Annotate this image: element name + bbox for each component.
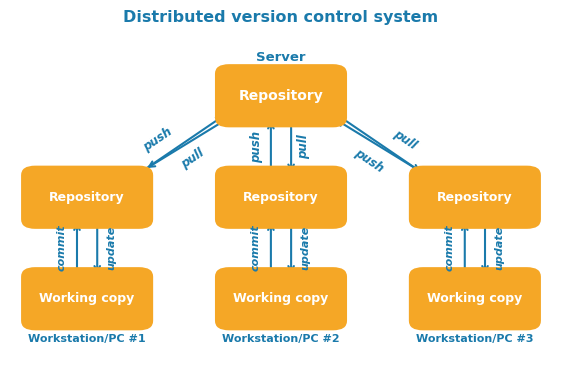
FancyBboxPatch shape — [21, 267, 153, 330]
Text: commit: commit — [445, 224, 455, 272]
FancyBboxPatch shape — [409, 267, 541, 330]
Text: commit: commit — [251, 224, 261, 272]
FancyBboxPatch shape — [215, 267, 347, 330]
FancyBboxPatch shape — [215, 165, 347, 229]
Text: Workstation/PC #2: Workstation/PC #2 — [222, 334, 340, 344]
FancyBboxPatch shape — [21, 165, 153, 229]
Text: Working copy: Working copy — [39, 292, 135, 305]
Text: Working copy: Working copy — [233, 292, 329, 305]
FancyBboxPatch shape — [215, 64, 347, 127]
Text: pull: pull — [391, 128, 419, 152]
Text: Repository: Repository — [437, 191, 513, 204]
Text: Server: Server — [256, 51, 306, 64]
Text: Distributed version control system: Distributed version control system — [124, 10, 438, 25]
Text: push: push — [352, 146, 387, 175]
Text: Repository: Repository — [49, 191, 125, 204]
Text: update: update — [494, 226, 504, 270]
Text: Working copy: Working copy — [427, 292, 523, 305]
FancyBboxPatch shape — [409, 165, 541, 229]
Text: commit: commit — [57, 224, 67, 272]
Text: Repository: Repository — [243, 191, 319, 204]
Text: update: update — [300, 226, 310, 270]
Text: Repository: Repository — [239, 89, 323, 103]
Text: push: push — [250, 131, 264, 162]
Text: pull: pull — [179, 147, 206, 171]
Text: Workstation/PC #1: Workstation/PC #1 — [28, 334, 146, 344]
Text: update: update — [106, 226, 116, 270]
Text: pull: pull — [297, 134, 310, 159]
Text: Workstation/PC #3: Workstation/PC #3 — [416, 334, 534, 344]
Text: push: push — [140, 125, 174, 154]
